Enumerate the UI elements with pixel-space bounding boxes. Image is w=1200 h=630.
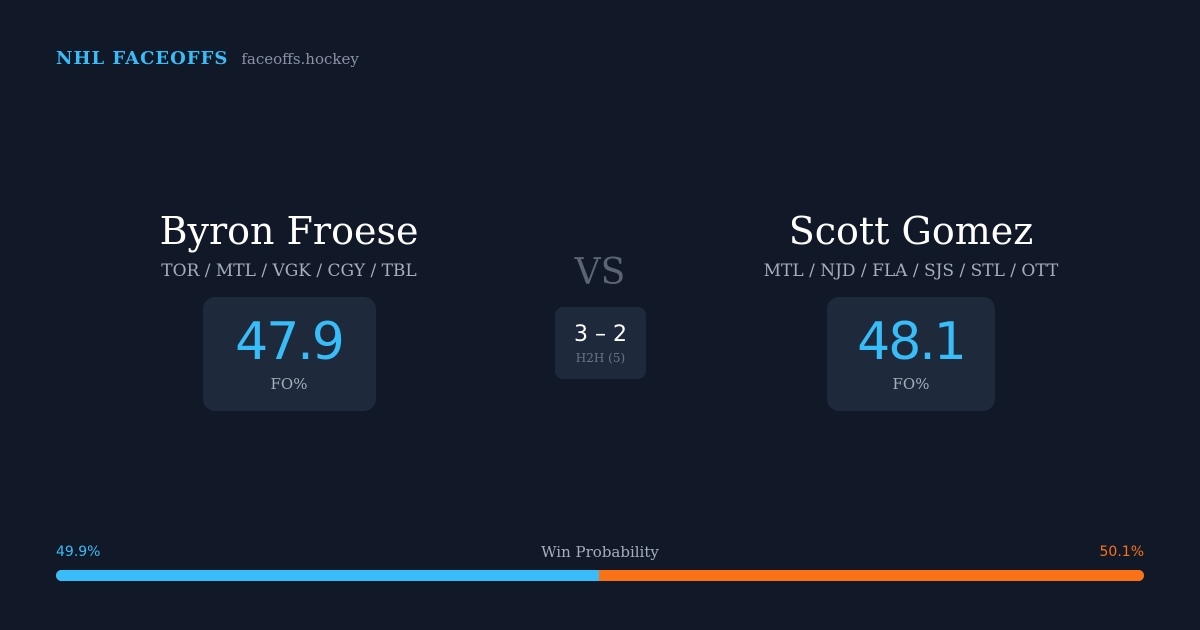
right-player-name: Scott Gomez xyxy=(788,209,1034,253)
right-probability-fill xyxy=(598,570,1144,581)
versus-label: VS xyxy=(574,252,626,293)
right-faceoff-label: FO% xyxy=(892,375,930,393)
left-faceoff-card: 47.9 FO% xyxy=(202,297,376,411)
win-probability-title: Win Probability xyxy=(541,543,659,561)
left-player-name: Byron Froese xyxy=(159,209,419,253)
head-to-head-label: H2H (5) xyxy=(575,350,626,365)
right-faceoff-percentage: 48.1 xyxy=(857,312,967,372)
right-player-panel: Scott Gomez MTL / NJD / FLA / SJS / STL … xyxy=(701,205,1121,411)
left-win-probability: 49.9% xyxy=(56,544,101,560)
right-player-teams: MTL / NJD / FLA / SJS / STL / OTT xyxy=(763,261,1059,281)
win-probability-bar xyxy=(56,570,1144,581)
brand-header: NHL FACEOFFS faceoffs.hockey xyxy=(56,48,359,69)
head-to-head-card: 3 – 2 H2H (5) xyxy=(555,307,646,379)
left-probability-fill xyxy=(56,570,599,581)
left-faceoff-label: FO% xyxy=(270,375,308,393)
left-player-teams: TOR / MTL / VGK / CGY / TBL xyxy=(161,261,417,281)
right-win-probability: 50.1% xyxy=(1099,544,1144,560)
left-player-panel: Byron Froese TOR / MTL / VGK / CGY / TBL… xyxy=(79,205,499,411)
brand-site-link[interactable]: faceoffs.hockey xyxy=(241,50,359,68)
head-to-head-score: 3 – 2 xyxy=(574,321,627,347)
right-faceoff-card: 48.1 FO% xyxy=(827,297,995,411)
left-faceoff-percentage: 47.9 xyxy=(235,312,345,372)
brand-title[interactable]: NHL FACEOFFS xyxy=(56,48,229,69)
